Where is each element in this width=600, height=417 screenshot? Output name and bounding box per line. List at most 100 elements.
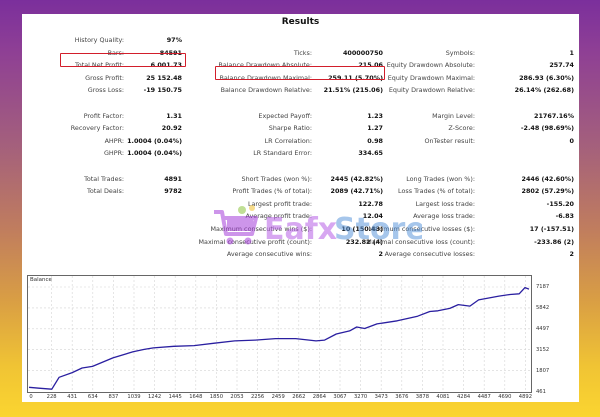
stat-label: Largest profit trade: xyxy=(247,199,312,208)
x-tick-label: 3067 xyxy=(333,394,347,400)
x-tick-label: 3878 xyxy=(415,394,429,400)
x-tick-label: 4690 xyxy=(498,394,512,400)
stat-value: 1 xyxy=(569,48,574,57)
stat-value: 334.65 xyxy=(358,149,383,158)
x-tick-label: 1648 xyxy=(189,394,203,400)
stat-label: Balance Drawdown Maximal: xyxy=(219,73,312,82)
balance-line xyxy=(28,286,530,390)
stat-label: Bars: xyxy=(107,48,124,57)
stat-label: Long Trades (won %): xyxy=(406,174,475,183)
stat-value: 26.14% (262.68) xyxy=(514,86,574,95)
stat-label: Total Trades: xyxy=(84,174,124,183)
stat-label: Maximal consecutive loss (count): xyxy=(366,237,475,246)
highlight-total-net-profit xyxy=(60,53,186,67)
y-tick-label: 3152 xyxy=(536,346,550,353)
stat-value: 1.27 xyxy=(367,124,383,133)
stat-label: Ticks: xyxy=(293,48,312,57)
stat-value: 2089 (42.71%) xyxy=(330,187,383,196)
stat-value: 1.23 xyxy=(367,111,383,120)
stat-value: 97% xyxy=(166,36,182,44)
stat-label: GHPR: xyxy=(103,149,124,158)
y-tick-label: 1807 xyxy=(536,367,550,374)
stat-label: Balance Drawdown Absolute: xyxy=(218,61,312,70)
stat-label: Loss Trades (% of total): xyxy=(398,187,475,196)
stat-value: -233.86 (2) xyxy=(534,237,574,246)
stat-value: 25 152.48 xyxy=(146,73,182,82)
y-tick-label: 461 xyxy=(536,388,546,395)
stat-label: Total Deals: xyxy=(87,187,124,196)
x-tick-label: 431 xyxy=(67,394,78,400)
stat-value: 286.93 (6.30%) xyxy=(519,73,574,82)
x-tick-label: 3270 xyxy=(353,394,368,400)
chart-title: Balance xyxy=(30,277,52,283)
x-tick-label: 2662 xyxy=(292,394,306,400)
x-tick-label: 0 xyxy=(29,394,33,400)
stat-label: Maximum consecutive wins ($): xyxy=(210,225,312,233)
stat-value: 84591 xyxy=(159,48,182,57)
stat-label: Largest loss trade: xyxy=(415,199,475,208)
stat-value: 2802 (57.29%) xyxy=(521,187,574,196)
stat-label: Equity Drawdown Maximal: xyxy=(387,73,475,82)
stat-label: Profit Trades (% of total): xyxy=(232,187,312,196)
stat-label: Total Net Profit: xyxy=(74,61,124,70)
stat-label: OnTester result: xyxy=(424,136,476,145)
x-tick-label: 2864 xyxy=(312,394,326,400)
stat-label: Short Trades (won %): xyxy=(241,174,312,183)
stat-label: Symbols: xyxy=(445,48,475,57)
x-tick-label: 3473 xyxy=(374,394,388,400)
balance-chart-plot xyxy=(28,276,531,392)
x-tick-label: 4892 xyxy=(518,394,532,400)
stat-label: Average loss trade: xyxy=(413,212,475,221)
stat-value: 2 xyxy=(378,250,383,259)
stat-value: 122.78 xyxy=(358,199,383,208)
stat-value: 400000750 xyxy=(342,48,383,57)
stat-value: 6 001.73 xyxy=(150,61,182,70)
x-tick-label: 1242 xyxy=(147,394,162,400)
stat-label: Equity Drawdown Absolute: xyxy=(386,61,475,70)
stat-value: 1.0004 (0.04%) xyxy=(127,149,182,158)
stat-label: Margin Level: xyxy=(432,111,475,120)
stat-value: 2446 (42.60%) xyxy=(521,174,574,183)
stat-value: 2 xyxy=(569,250,574,259)
stat-value: 21767.16% xyxy=(534,111,574,120)
report-title: Results xyxy=(281,17,320,27)
highlight-balance-drawdown-maximal xyxy=(215,66,385,80)
stat-value: 1.31 xyxy=(166,111,182,120)
stat-label: History Quality: xyxy=(74,36,124,44)
stat-value: 20.92 xyxy=(161,124,182,133)
stat-label: Maximal consecutive profit (count): xyxy=(198,237,312,246)
stat-label: Average consecutive wins: xyxy=(226,250,312,259)
stat-label: Gross Loss: xyxy=(87,86,124,95)
stat-label: Expected Payoff: xyxy=(258,111,312,120)
stat-value: 0 xyxy=(569,136,574,145)
stat-value: 215.06 xyxy=(358,61,383,70)
stat-value: -2.48 (98.69%) xyxy=(520,124,574,133)
strategy-tester-report: Results History Quality: 97% Bars: 84591 Tot… xyxy=(22,14,579,402)
y-tick-label: 5842 xyxy=(536,304,550,311)
balance-chart: Balance xyxy=(27,275,532,393)
stat-label: Gross Profit: xyxy=(85,73,124,82)
stat-value: 2445 (42.82%) xyxy=(330,174,383,183)
y-tick-label: 7187 xyxy=(536,284,550,290)
x-tick-label: 2256 xyxy=(250,394,265,400)
stat-label: Equity Drawdown Relative: xyxy=(388,86,475,95)
x-tick-label: 228 xyxy=(46,394,57,400)
x-tick-label: 1850 xyxy=(209,394,223,400)
stat-value: 1.0004 (0.04%) xyxy=(127,136,182,145)
x-tick-label: 2459 xyxy=(271,394,285,400)
stat-label: LR Standard Error: xyxy=(253,149,312,158)
stat-label: Maximum consecutive losses ($): xyxy=(368,225,475,233)
x-tick-label: 1445 xyxy=(168,394,182,400)
stat-label: Average consecutive losses: xyxy=(384,250,475,259)
stat-value: 0.98 xyxy=(367,136,383,145)
stat-value: -19 150.75 xyxy=(143,86,182,95)
x-tick-label: 1039 xyxy=(127,394,141,400)
x-tick-label: 2053 xyxy=(230,394,244,400)
x-tick-label: 4487 xyxy=(477,394,491,400)
x-tick-label: 837 xyxy=(108,394,119,400)
stat-label: Sharpe Ratio: xyxy=(268,124,312,133)
stat-label: LR Correlation: xyxy=(264,136,312,145)
stat-value: 10 (150.43) xyxy=(341,225,383,233)
stat-value: 232.82 (4) xyxy=(345,237,383,246)
stat-value: 257.74 xyxy=(549,61,574,70)
